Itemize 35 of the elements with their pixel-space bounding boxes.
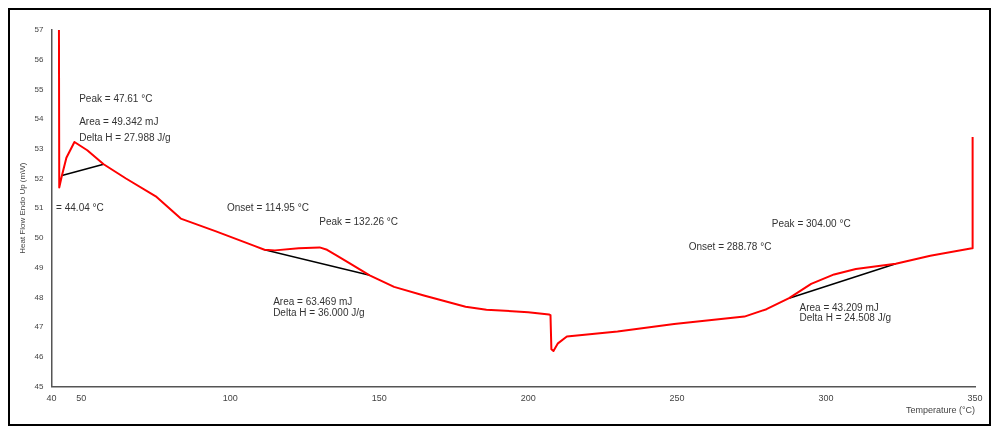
y-tick-label: 55 (34, 84, 45, 94)
annotation: Peak = 304.00 °C (771, 217, 851, 229)
annotation: Area = 49.342 mJ (79, 115, 159, 127)
annotation: Peak = 132.26 °C (319, 216, 399, 228)
annotation: Peak = 47.61 °C (79, 93, 153, 105)
annotation: Onset = 288.78 °C (688, 241, 772, 253)
annotation: Delta H = 36.000 J/g (273, 307, 365, 319)
x-tick-label: 100 (222, 393, 238, 404)
y-tick-label: 53 (34, 144, 45, 153)
annotation: Area = 43.209 mJ (799, 301, 879, 313)
x-tick-label: 250 (669, 393, 685, 404)
x-tick-label: 200 (520, 393, 536, 404)
y-tick-label: 45 (34, 381, 45, 391)
annotation: Delta H = 27.988 J/g (79, 131, 171, 143)
y-tick-label: 57 (34, 25, 45, 35)
y-tick-label: 52 (34, 173, 45, 183)
x-axis-title: Temperature (°C) (905, 405, 975, 416)
y-tick-label: 49 (34, 262, 45, 272)
y-tick-label: 48 (34, 292, 45, 302)
y-tick-label: 54 (34, 114, 45, 124)
y-tick-label: 47 (34, 322, 45, 332)
annotation: Area = 63.469 mJ (273, 296, 353, 308)
x-tick-label: 300 (818, 393, 834, 404)
y-tick-label: 56 (34, 54, 45, 64)
x-tick-label: 150 (371, 393, 387, 404)
x-tick-label: 40 (46, 393, 57, 404)
y-tick-label: 51 (34, 203, 45, 213)
x-tick-label: 50 (76, 393, 87, 404)
y-tick-label: 50 (34, 233, 45, 243)
annotation: = 44.04 °C (56, 201, 104, 213)
y-tick-label: 46 (34, 351, 45, 361)
y-axis-title: Heat Flow Endo Up (mW) (18, 162, 27, 254)
annotation: Delta H = 24.508 J/g (799, 312, 891, 324)
annotation: Onset = 114.95 °C (226, 201, 309, 213)
x-tick-label: 350 (967, 393, 983, 404)
